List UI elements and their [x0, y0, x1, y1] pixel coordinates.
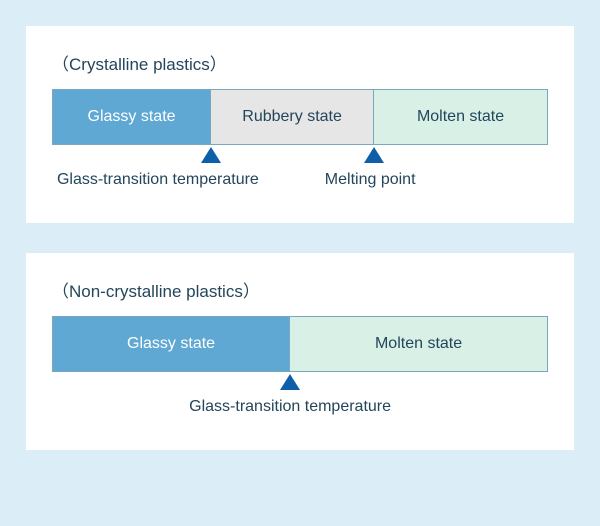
panel-1: （Non-crystalline plastics） Glassy stateMo… — [26, 253, 574, 450]
marker-label: Melting point — [325, 171, 416, 189]
marker-label-row: Glass-transition temperature Melting poin… — [52, 171, 548, 195]
marker-label: Glass-transition temperature — [57, 171, 259, 189]
panel-title: （Non-crystalline plastics） — [52, 277, 548, 302]
marker-row — [52, 147, 548, 165]
state-bar: Glassy stateRubbery stateMolten state — [52, 89, 548, 145]
state-segment: Rubbery state — [211, 90, 374, 144]
panel-title: （Crystalline plastics） — [52, 50, 548, 75]
panel-0: （Crystalline plastics） Glassy stateRubber… — [26, 26, 574, 223]
triangle-marker-icon — [201, 147, 221, 163]
state-bar: Glassy stateMolten state — [52, 316, 548, 372]
state-segment: Molten state — [290, 317, 547, 371]
state-segment: Glassy state — [53, 90, 211, 144]
marker-label-row: Glass-transition temperature — [52, 398, 548, 422]
state-segment: Molten state — [374, 90, 547, 144]
marker-row — [52, 374, 548, 392]
marker-label: Glass-transition temperature — [189, 398, 391, 416]
state-segment: Glassy state — [53, 317, 290, 371]
diagram-outer: （Crystalline plastics）Glassy stateRubber… — [0, 0, 600, 526]
triangle-marker-icon — [280, 374, 300, 390]
triangle-marker-icon — [364, 147, 384, 163]
